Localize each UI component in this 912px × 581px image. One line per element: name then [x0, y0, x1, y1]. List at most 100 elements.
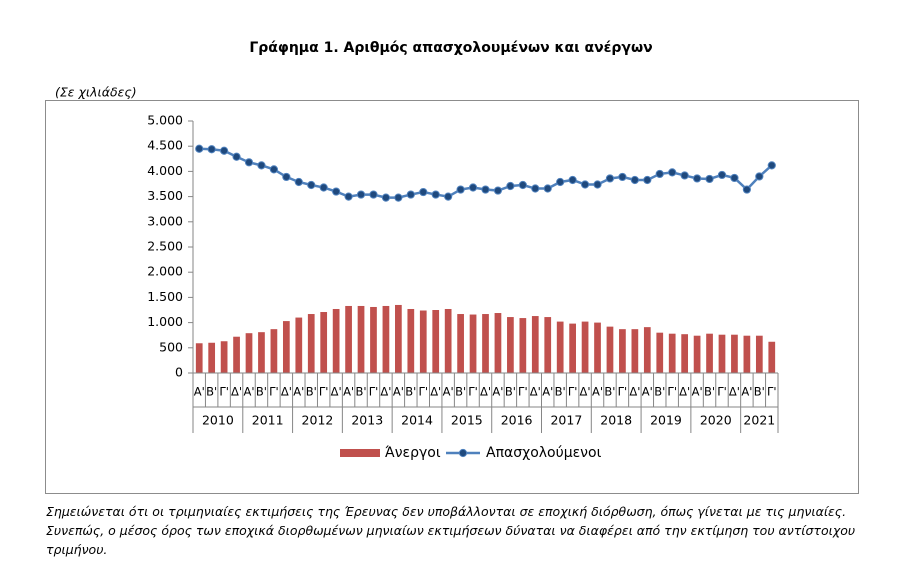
marker — [755, 172, 764, 181]
legend-label: Άνεργοι — [385, 445, 441, 461]
x-tick-label: Δ' — [580, 385, 591, 399]
legend-label: Απασχολούμενοι — [486, 445, 602, 461]
marker — [518, 180, 527, 190]
y-tick-label: 5.000 — [147, 113, 183, 128]
x-tick-label: Α' — [741, 385, 752, 399]
marker — [307, 180, 316, 190]
year-label: 2012 — [302, 413, 334, 428]
x-tick-label: Δ' — [530, 385, 541, 399]
year-label: 2018 — [600, 413, 632, 428]
bar — [544, 317, 552, 373]
bar — [419, 310, 427, 373]
y-tick-label: 500 — [159, 339, 183, 354]
bar — [693, 335, 701, 373]
marker — [556, 177, 565, 187]
x-tick-label: Δ' — [729, 385, 740, 399]
year-label: 2013 — [351, 413, 383, 428]
bar — [220, 341, 228, 373]
y-tick-label: 3.500 — [147, 188, 183, 203]
bar — [457, 314, 464, 373]
x-tick-label: Β' — [654, 385, 665, 399]
x-tick-label: Γ' — [418, 385, 428, 399]
marker — [406, 190, 415, 199]
x-tick-label: Β' — [256, 385, 267, 399]
marker — [593, 180, 602, 189]
marker — [506, 181, 515, 191]
bar — [755, 335, 763, 373]
x-tick-label: Β' — [356, 385, 367, 399]
bar — [208, 342, 216, 373]
x-tick-label: Γ' — [667, 385, 677, 399]
bar — [768, 341, 776, 373]
x-tick-label: Δ' — [231, 385, 242, 399]
y-tick-label: 4.000 — [147, 163, 183, 178]
x-tick-label: Β' — [306, 385, 317, 399]
note-line: τριμήνου. — [46, 542, 108, 557]
x-tick-label: Α' — [642, 385, 653, 399]
bar — [432, 310, 440, 373]
x-tick-label: Γ' — [468, 385, 478, 399]
marker — [730, 173, 739, 183]
legend-swatch — [340, 449, 380, 457]
x-tick-label: Α' — [393, 385, 404, 399]
marker — [294, 177, 303, 187]
y-tick-label: 2.500 — [147, 239, 183, 254]
bar — [307, 314, 315, 373]
marker — [282, 172, 291, 182]
bar — [731, 334, 738, 373]
marker — [618, 172, 627, 182]
x-tick-label: Α' — [293, 385, 304, 399]
bar — [295, 317, 303, 373]
x-tick-label: Γ' — [518, 385, 528, 399]
marker — [742, 185, 751, 194]
bar — [395, 304, 402, 373]
bar — [195, 343, 203, 373]
chart-frame — [45, 100, 859, 494]
marker — [207, 145, 216, 154]
year-label: 2021 — [743, 413, 775, 428]
x-tick-label: Δ' — [480, 385, 491, 399]
marker — [468, 183, 478, 192]
chart: Γράφημα 1. Αριθμός απασχολουμένων και αν… — [45, 40, 859, 494]
marker — [493, 186, 503, 195]
x-tick-label: Δ' — [629, 385, 640, 399]
marker — [668, 168, 677, 177]
marker — [220, 146, 229, 155]
marker — [244, 158, 254, 167]
bar — [407, 308, 415, 373]
bar — [531, 316, 539, 373]
x-tick-label: Α' — [692, 385, 703, 399]
marker — [257, 161, 266, 170]
x-tick-label: Β' — [455, 385, 466, 399]
y-unit-label: (Σε χιλιάδες) — [55, 85, 137, 100]
x-tick-label: Δ' — [679, 385, 690, 399]
marker — [580, 180, 590, 189]
year-label: 2015 — [451, 413, 483, 428]
year-label: 2017 — [550, 413, 582, 428]
bar — [631, 329, 639, 373]
marker — [717, 170, 727, 180]
x-tick-label: Α' — [343, 385, 354, 399]
x-tick-label: Γ' — [618, 385, 628, 399]
x-tick-label: Γ' — [319, 385, 329, 399]
marker — [705, 174, 714, 184]
marker — [419, 187, 428, 197]
bar — [345, 305, 352, 373]
marker — [481, 185, 490, 194]
bar — [556, 321, 564, 373]
marker — [356, 190, 366, 199]
x-tick-label: Γ' — [767, 385, 777, 399]
bar — [519, 318, 527, 373]
note: Σημειώνεται ότι οι τριμηνιαίες εκτιμήσει… — [46, 502, 855, 559]
bar — [656, 332, 664, 373]
x-tick-label: Γ' — [369, 385, 379, 399]
marker — [543, 184, 552, 193]
bar — [258, 332, 265, 373]
marker — [269, 165, 279, 174]
bar — [494, 313, 502, 373]
bar — [320, 312, 328, 373]
bar — [594, 322, 601, 373]
x-tick-label: Β' — [505, 385, 516, 399]
year-label: 2016 — [501, 413, 533, 428]
chart-title: Γράφημα 1. Αριθμός απασχολουμένων και αν… — [249, 40, 652, 56]
